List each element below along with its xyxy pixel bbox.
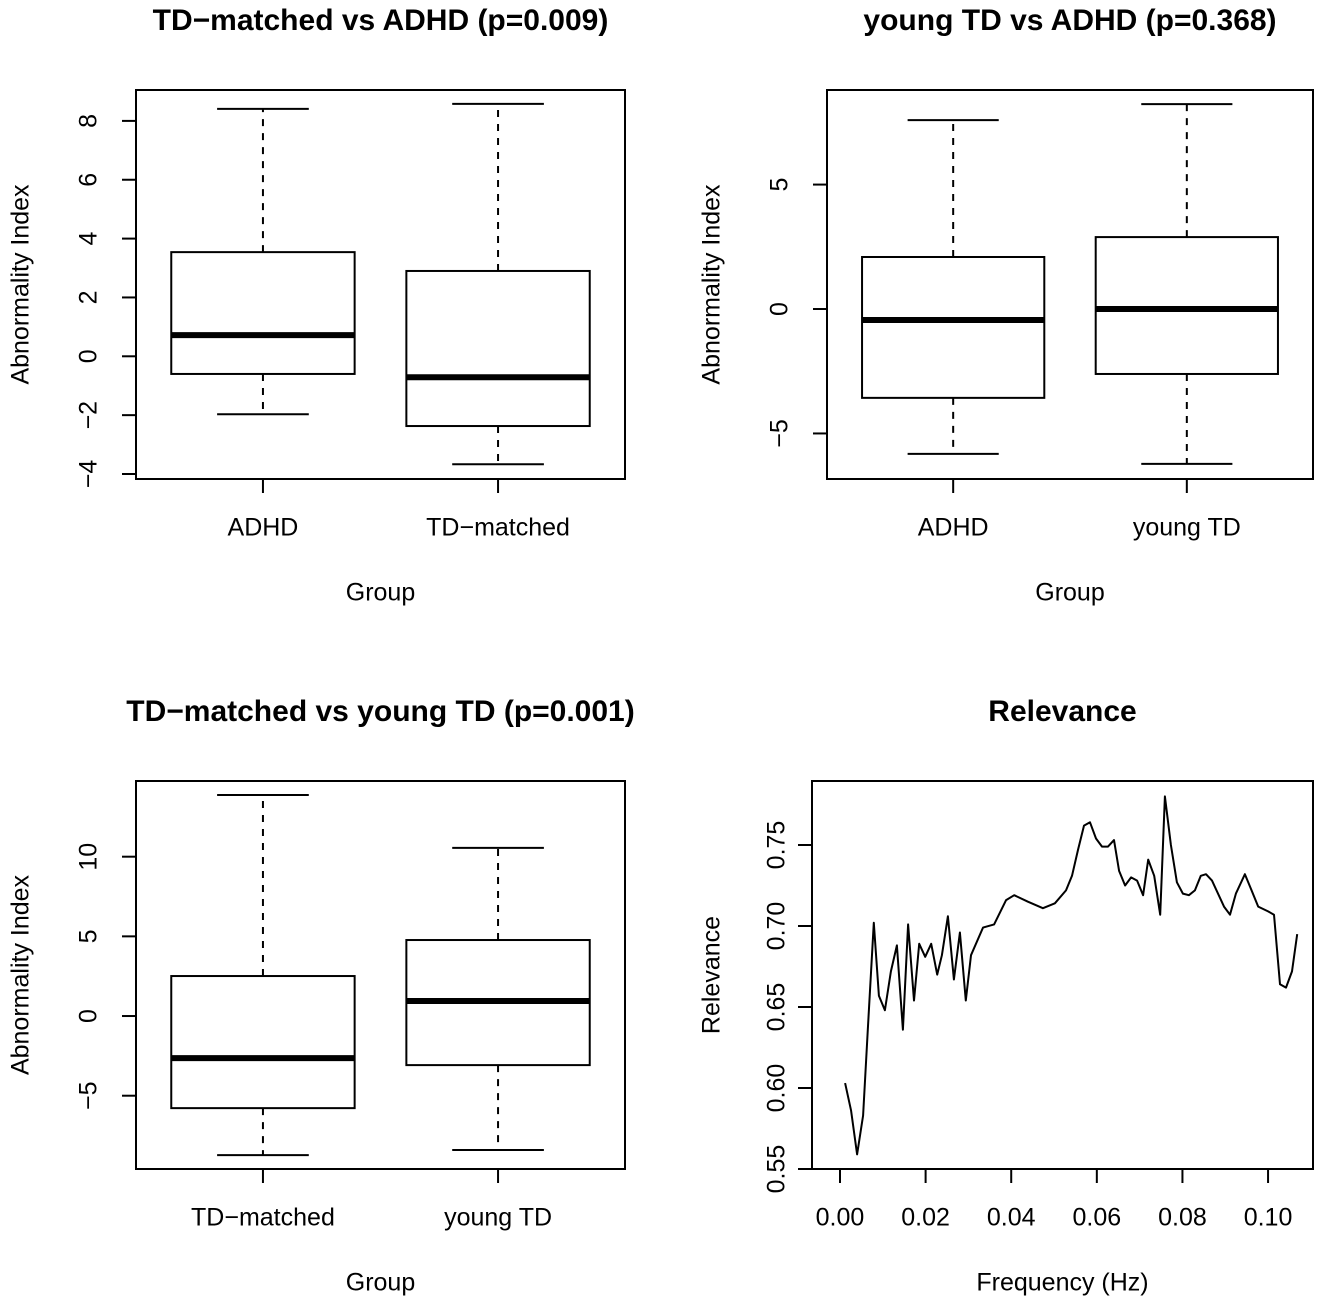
- x-tick-label: young TD: [1133, 514, 1241, 542]
- x-axis-title: Group: [346, 579, 415, 607]
- plot-frame: [811, 780, 1314, 1170]
- y-axis-title: Abnormality Index: [7, 184, 35, 385]
- y-tick-label: 0: [75, 1009, 103, 1023]
- y-axis-title: Abnormality Index: [7, 874, 35, 1075]
- plot-frame: [135, 89, 626, 480]
- y-axis-title: Relevance: [698, 916, 726, 1034]
- y-tick-label: 0.55: [763, 1145, 791, 1194]
- box: [861, 255, 1046, 399]
- box: [405, 269, 591, 428]
- y-tick-label: −2: [75, 401, 103, 430]
- x-tick-label: 0.06: [1072, 1204, 1121, 1232]
- y-tick-label: 6: [75, 173, 103, 187]
- y-tick-label: 8: [75, 114, 103, 128]
- x-tick-label: ADHD: [228, 514, 299, 542]
- box: [1094, 236, 1279, 375]
- y-tick-label: 0.60: [763, 1064, 791, 1113]
- y-tick-label: 0: [75, 349, 103, 363]
- x-tick-label: 0.10: [1244, 1204, 1293, 1232]
- x-tick-label: young TD: [444, 1204, 552, 1232]
- y-tick-label: 10: [75, 843, 103, 871]
- x-tick-label: TD−matched: [426, 514, 570, 542]
- y-tick-label: 4: [75, 232, 103, 246]
- y-axis-title: Abnormality Index: [698, 184, 726, 385]
- relevance-line: [844, 795, 1299, 1156]
- box: [170, 251, 356, 375]
- y-tick-label: 0.75: [763, 821, 791, 870]
- y-tick-label: 0.65: [763, 983, 791, 1032]
- x-tick-label: 0.00: [816, 1204, 865, 1232]
- y-tick-label: 0: [766, 302, 794, 316]
- y-tick-label: 5: [766, 178, 794, 192]
- plot-frame: [135, 780, 626, 1170]
- x-axis-title: Frequency (Hz): [976, 1269, 1148, 1297]
- x-tick-label: ADHD: [918, 514, 989, 542]
- chart-title: Relevance: [988, 695, 1136, 728]
- y-tick-label: −5: [75, 1081, 103, 1110]
- chart-title: TD−matched vs young TD (p=0.001): [126, 695, 634, 728]
- x-tick-label: TD−matched: [191, 1204, 335, 1232]
- y-tick-label: −4: [75, 460, 103, 489]
- chart-title: young TD vs ADHD (p=0.368): [863, 4, 1276, 37]
- x-tick-label: 0.04: [987, 1204, 1036, 1232]
- y-tick-label: 5: [75, 929, 103, 943]
- plot-frame: [826, 89, 1314, 480]
- chart-title: TD−matched vs ADHD (p=0.009): [153, 4, 609, 37]
- x-axis-title: Group: [346, 1269, 415, 1297]
- y-tick-label: 0.70: [763, 902, 791, 951]
- y-tick-label: −5: [766, 419, 794, 448]
- x-tick-label: 0.08: [1158, 1204, 1207, 1232]
- x-axis-title: Group: [1035, 579, 1104, 607]
- box: [170, 975, 356, 1110]
- y-tick-label: 2: [75, 290, 103, 304]
- x-tick-label: 0.02: [901, 1204, 950, 1232]
